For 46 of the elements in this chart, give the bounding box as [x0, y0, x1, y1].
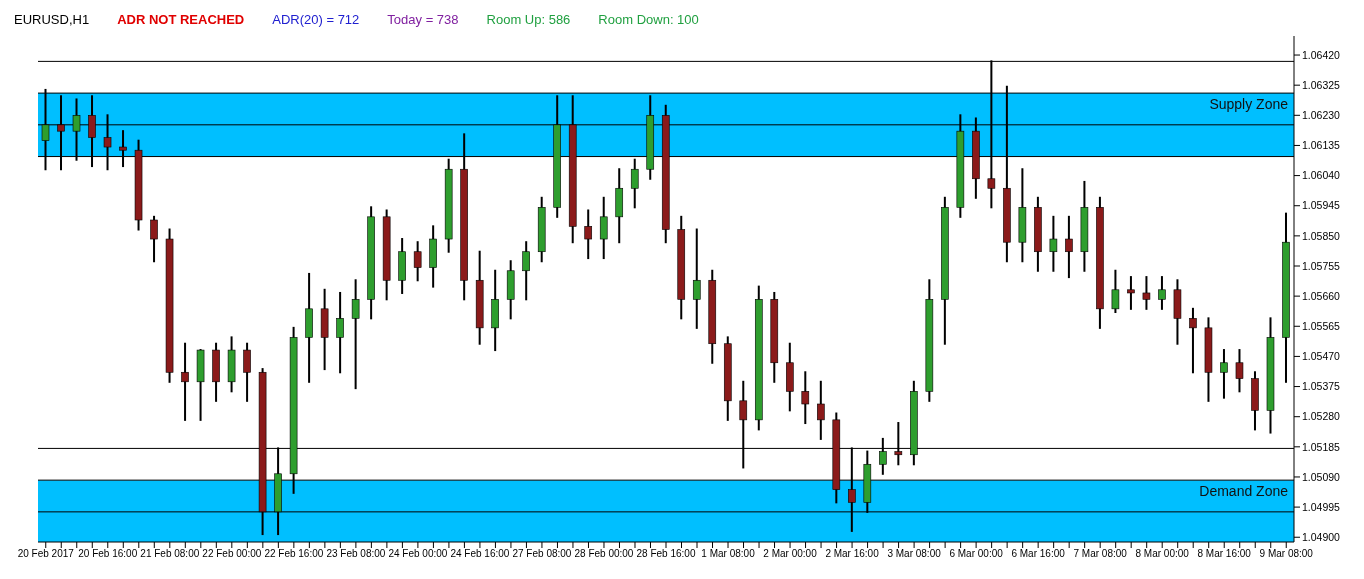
- x-tick-label: 28 Feb 16:00: [636, 548, 696, 560]
- y-tick-label: 1.06040: [1302, 169, 1341, 182]
- y-tick-label: 1.06135: [1302, 139, 1341, 152]
- y-tick-label: 1.05850: [1302, 229, 1341, 242]
- y-tick-label: 1.06420: [1302, 48, 1341, 61]
- x-tick-label: 22 Feb 16:00: [264, 548, 324, 560]
- y-tick-label: 1.05945: [1302, 199, 1341, 212]
- band-label: Demand Zone: [1199, 483, 1289, 500]
- x-tick-label: 8 Mar 16:00: [1197, 548, 1252, 560]
- text: EURUSD,H1: [14, 11, 90, 27]
- x-tick-label: 2 Mar 00:00: [763, 548, 818, 560]
- y-tick-label: 1.04900: [1302, 530, 1341, 543]
- y-tick-label: 1.04995: [1302, 500, 1341, 513]
- x-tick-label: 1 Mar 08:00: [701, 548, 756, 560]
- x-tick-label: 24 Feb 16:00: [450, 548, 510, 560]
- y-tick-label: 1.05185: [1302, 440, 1341, 453]
- x-tick-label: 28 Feb 00:00: [574, 548, 634, 560]
- x-tick-label: 20 Feb 16:00: [78, 548, 138, 560]
- x-tick-label: 7 Mar 08:00: [1073, 548, 1128, 560]
- text: Room Up: 586: [486, 11, 571, 27]
- x-tick-label: 9 Mar 08:00: [1259, 548, 1314, 560]
- x-tick-label: 21 Feb 08:00: [140, 548, 200, 560]
- x-tick-label: 3 Mar 08:00: [887, 548, 942, 560]
- x-tick-label: 27 Feb 08:00: [512, 548, 572, 560]
- y-tick-label: 1.05280: [1302, 410, 1341, 423]
- x-tick-label: 6 Mar 00:00: [949, 548, 1004, 560]
- x-tick-label: 24 Feb 00:00: [388, 548, 448, 560]
- y-tick-label: 1.06325: [1302, 78, 1341, 91]
- text: ADR NOT REACHED: [117, 11, 245, 27]
- y-tick-label: 1.05660: [1302, 289, 1341, 302]
- x-tick-label: 8 Mar 00:00: [1135, 548, 1190, 560]
- y-tick-label: 1.05090: [1302, 470, 1341, 483]
- x-tick-label: 23 Feb 08:00: [326, 548, 386, 560]
- y-tick-label: 1.06230: [1302, 109, 1341, 122]
- x-tick-label: 2 Mar 16:00: [825, 548, 880, 560]
- band-label: Supply Zone: [1209, 96, 1289, 113]
- y-tick-label: 1.05565: [1302, 320, 1341, 332]
- y-tick-label: 1.05755: [1302, 259, 1341, 272]
- y-tick-label: 1.05375: [1302, 380, 1341, 393]
- text: ADR(20) = 712: [272, 11, 360, 27]
- x-tick-label: 20 Feb 2017: [17, 548, 75, 560]
- text: Today = 738: [387, 11, 459, 27]
- x-tick-label: 22 Feb 00:00: [202, 548, 262, 560]
- x-tick-label: 6 Mar 16:00: [1011, 548, 1066, 560]
- text: Room Down: 100: [598, 11, 699, 27]
- y-tick-label: 1.05470: [1302, 350, 1341, 363]
